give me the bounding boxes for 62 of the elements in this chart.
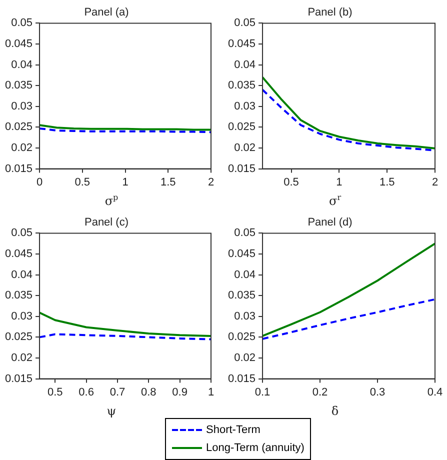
x-tick-label: 1: [336, 176, 342, 188]
y-tick-label: 0.025: [228, 331, 256, 344]
x-tick-label: 1: [208, 386, 214, 398]
y-tick-label: 0.04: [11, 58, 33, 71]
x-tick-label: 0.9: [172, 386, 188, 398]
x-tick-label: 0.5: [47, 386, 63, 398]
y-tick-label: 0.045: [228, 38, 256, 50]
y-tick-label: 0.025: [4, 121, 33, 134]
chart-title: Panel (b): [308, 6, 352, 19]
chart-title: Panel (c): [84, 216, 129, 229]
y-tick-label: 0.05: [11, 17, 33, 30]
x-tick-label: 1: [122, 176, 128, 188]
y-tick-label: 0.03: [11, 310, 33, 322]
x-tick-label: 2: [432, 176, 438, 188]
x-axis-title: σ$^{p}$: [104, 193, 120, 208]
y-tick-label: 0.045: [228, 248, 256, 260]
x-tick-label: 0.5: [284, 176, 299, 188]
y-tick-label: 0.025: [4, 331, 33, 344]
x-tick-label: 0.2: [312, 386, 328, 398]
y-tick-label: 0.03: [234, 100, 256, 112]
legend-label: Short-Term: [206, 424, 260, 436]
x-tick-label: 0.3: [370, 386, 386, 398]
x-tick-label: 1.5: [379, 176, 395, 188]
y-tick-label: 0.045: [4, 248, 33, 260]
x-tick-label: 0.1: [254, 386, 270, 398]
y-tick-label: 0.025: [228, 121, 256, 134]
x-tick-label: 2: [208, 176, 214, 188]
x-tick-label: 0: [36, 176, 43, 188]
chart-title: Panel (a): [84, 6, 129, 19]
x-tick-label: 0.5: [74, 176, 90, 188]
y-tick-label: 0.015: [4, 162, 33, 175]
x-axis-title: ψ: [106, 404, 118, 418]
chart-title: Panel (d): [308, 216, 352, 229]
y-tick-label: 0.02: [234, 352, 256, 364]
x-tick-label: 0.6: [78, 386, 94, 398]
y-tick-label: 0.03: [11, 100, 33, 112]
y-tick-label: 0.035: [4, 290, 33, 302]
legend-label: Long-Term (annuity): [206, 442, 304, 454]
y-tick-label: 0.05: [11, 227, 33, 240]
line-series: [262, 298, 435, 340]
y-tick-label: 0.015: [228, 162, 256, 175]
x-axis-title: δ: [330, 404, 340, 418]
y-tick-label: 0.05: [234, 227, 256, 240]
y-tick-label: 0.04: [234, 58, 256, 71]
y-tick-label: 0.02: [11, 352, 33, 364]
x-tick-label: 0.7: [110, 386, 126, 398]
y-tick-label: 0.02: [11, 142, 33, 154]
x-tick-label: 0.4: [427, 386, 443, 398]
y-tick-label: 0.035: [228, 290, 256, 302]
y-tick-label: 0.04: [11, 268, 33, 281]
x-tick-label: 0.8: [141, 386, 156, 398]
y-tick-label: 0.02: [234, 142, 256, 154]
y-tick-label: 0.015: [228, 372, 256, 385]
y-tick-label: 0.03: [234, 310, 256, 322]
x-axis-title: σ$^{r}$: [328, 193, 342, 208]
y-tick-label: 0.045: [4, 38, 33, 50]
x-tick-label: 1.5: [160, 176, 176, 188]
y-tick-label: 0.035: [4, 80, 33, 92]
y-tick-label: 0.04: [234, 268, 256, 281]
y-tick-label: 0.035: [228, 80, 256, 92]
y-tick-label: 0.015: [4, 372, 33, 385]
y-tick-label: 0.05: [234, 17, 256, 30]
